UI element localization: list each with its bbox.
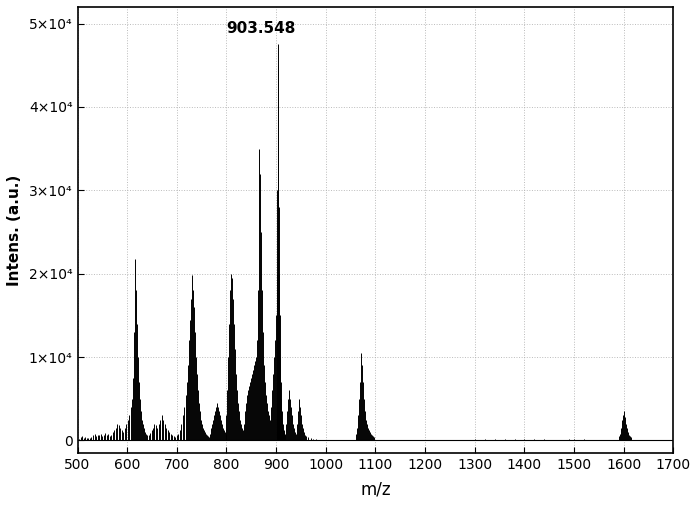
Text: 903.548: 903.548 — [226, 21, 295, 36]
X-axis label: m/z: m/z — [360, 480, 391, 498]
Y-axis label: Intens. (a.u.): Intens. (a.u.) — [7, 174, 22, 285]
